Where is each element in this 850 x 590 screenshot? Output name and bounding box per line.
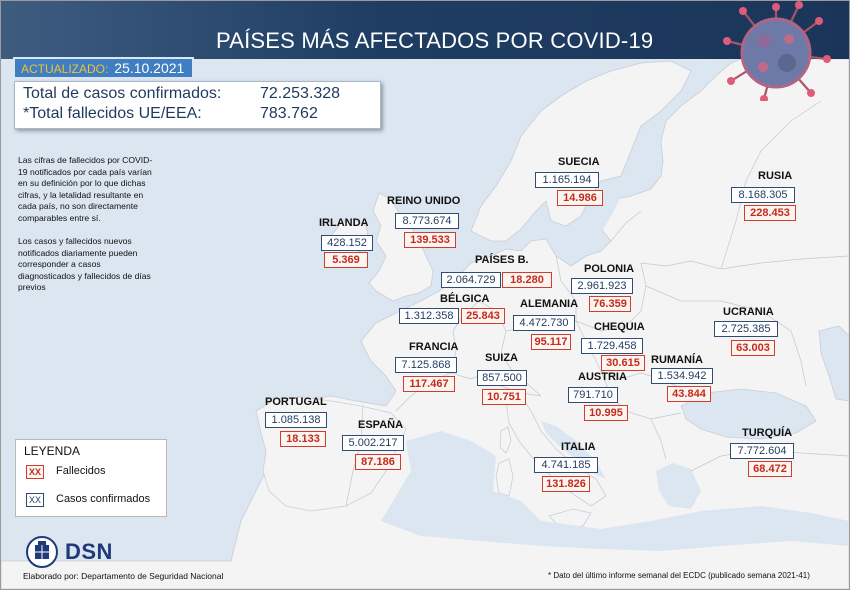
country-name-austria: AUSTRIA bbox=[578, 371, 627, 383]
cases-austria: 791.710 bbox=[568, 387, 618, 403]
country-name-turquia: TURQUÍA bbox=[742, 427, 793, 439]
cases-chequia: 1.729.458 bbox=[581, 338, 643, 354]
land-great-britain bbox=[368, 192, 434, 302]
updated-label: ACTUALIZADO: bbox=[21, 62, 109, 76]
country-name-chequia: CHEQUIA bbox=[594, 321, 645, 333]
legend-cases-label: Casos confirmados bbox=[56, 493, 151, 505]
cases-ucrania: 2.725.385 bbox=[714, 321, 778, 337]
baltic-sea bbox=[561, 186, 619, 253]
country-name-francia: FRANCIA bbox=[409, 341, 459, 353]
land-sardinia bbox=[495, 458, 514, 497]
country-name-belgica: BÉLGICA bbox=[440, 293, 490, 305]
deaths-irlanda: 5.369 bbox=[324, 252, 368, 268]
total-confirmed-value: 72.253.328 bbox=[260, 85, 341, 102]
updated-date: 25.10.2021 bbox=[114, 60, 185, 76]
dsn-emblem-icon bbox=[26, 536, 58, 568]
cases-espana: 5.002.217 bbox=[342, 435, 404, 451]
legend-deaths-swatch: XX bbox=[26, 465, 44, 479]
updated-badge: ACTUALIZADO: 25.10.2021 bbox=[15, 59, 193, 77]
country-name-irlanda: IRLANDA bbox=[319, 217, 369, 229]
total-confirmed-row: Total de casos confirmados: 72.253.328 bbox=[23, 85, 340, 103]
deaths-ucrania: 63.003 bbox=[731, 340, 775, 356]
country-name-alemania: ALEMANIA bbox=[520, 298, 579, 310]
deaths-paises-bajos: 18.280 bbox=[502, 272, 552, 288]
cases-portugal: 1.085.138 bbox=[265, 412, 327, 428]
deaths-francia: 117.467 bbox=[403, 376, 455, 392]
deaths-turquia: 68.472 bbox=[748, 461, 792, 477]
cases-rusia: 8.168.305 bbox=[731, 187, 795, 203]
land-mainland bbox=[1, 58, 849, 589]
legend-cases-swatch: XX bbox=[26, 493, 44, 507]
deaths-reino-unido: 139.533 bbox=[404, 232, 456, 248]
legend-deaths-label: Fallecidos bbox=[56, 465, 106, 477]
cases-italia: 4.741.185 bbox=[534, 457, 598, 473]
deaths-espana: 87.186 bbox=[355, 454, 401, 470]
black-sea bbox=[680, 388, 817, 440]
total-confirmed-label: Total de casos confirmados: bbox=[23, 85, 222, 102]
land-corsica bbox=[499, 426, 512, 454]
deaths-austria: 10.995 bbox=[584, 405, 628, 421]
country-name-reino-unido: REINO UNIDO bbox=[387, 195, 461, 207]
deaths-suiza: 10.751 bbox=[482, 389, 526, 405]
page-title: PAÍSES MÁS AFECTADOS POR COVID-19 bbox=[216, 28, 654, 53]
country-name-paises-bajos: PAÍSES B. bbox=[475, 254, 529, 266]
coronavirus-icon bbox=[723, 1, 831, 101]
credit-text: Elaborado por: Departamento de Seguridad… bbox=[23, 571, 224, 581]
notes: Las cifras de fallecidos por COVID-19 no… bbox=[18, 155, 158, 306]
country-name-polonia: POLONIA bbox=[584, 263, 635, 275]
total-deaths-label: *Total fallecidos UE/EEA: bbox=[23, 105, 202, 122]
cases-irlanda: 428.152 bbox=[321, 235, 373, 251]
cases-turquia: 7.772.604 bbox=[730, 443, 794, 459]
mediterranean-sea bbox=[381, 431, 849, 551]
deaths-alemania: 95.117 bbox=[531, 334, 571, 350]
deaths-italia: 131.826 bbox=[542, 476, 590, 492]
legend-title: LEYENDA bbox=[24, 444, 81, 458]
country-name-rumania: RUMANÍA bbox=[651, 354, 703, 366]
cases-suiza: 857.500 bbox=[477, 370, 527, 386]
legend: LEYENDA XX Fallecidos XX Casos confirmad… bbox=[15, 439, 167, 517]
country-name-rusia: RUSIA bbox=[758, 170, 793, 182]
country-name-italia: ITALIA bbox=[561, 441, 596, 453]
deaths-rumania: 43.844 bbox=[667, 386, 711, 402]
deaths-portugal: 18.133 bbox=[280, 431, 326, 447]
deaths-rusia: 228.453 bbox=[744, 205, 796, 221]
total-deaths-row: *Total fallecidos UE/EEA: 783.762 bbox=[23, 105, 318, 123]
cases-alemania: 4.472.730 bbox=[513, 315, 575, 331]
cases-polonia: 2.961.923 bbox=[571, 278, 633, 294]
cases-paises-bajos: 2.064.729 bbox=[441, 272, 501, 288]
cases-reino-unido: 8.773.674 bbox=[395, 213, 459, 229]
cases-suecia: 1.165.194 bbox=[535, 172, 599, 188]
caspian-sea bbox=[818, 325, 849, 402]
deaths-polonia: 76.359 bbox=[589, 296, 631, 312]
note-paragraph: Los casos y fallecidos nuevos notificado… bbox=[18, 236, 151, 292]
country-name-suiza: SUIZA bbox=[485, 352, 518, 364]
total-deaths-value: 783.762 bbox=[260, 105, 318, 122]
header-bar: PAÍSES MÁS AFECTADOS POR COVID-19 bbox=[1, 1, 849, 101]
note-paragraph: Las cifras de fallecidos por COVID-19 no… bbox=[18, 155, 153, 223]
footnote: * Dato del último informe semanal del EC… bbox=[548, 571, 810, 580]
north-sea bbox=[433, 231, 479, 271]
deaths-belgica: 25.843 bbox=[461, 308, 505, 324]
dsn-logo-text: DSN bbox=[65, 539, 113, 564]
totals-box: Total de casos confirmados: 72.253.328 *… bbox=[14, 81, 381, 129]
aegean-sea bbox=[656, 463, 701, 509]
cases-francia: 7.125.868 bbox=[395, 357, 457, 373]
country-name-espana: ESPAÑA bbox=[358, 419, 404, 431]
cases-belgica: 1.312.358 bbox=[399, 308, 459, 324]
deaths-chequia: 30.615 bbox=[601, 355, 645, 371]
land-scandinavia bbox=[470, 60, 692, 242]
country-name-ucrania: UCRANIA bbox=[723, 306, 774, 318]
country-name-portugal: PORTUGAL bbox=[265, 396, 327, 408]
deaths-suecia: 14.986 bbox=[557, 190, 603, 206]
cases-rumania: 1.534.942 bbox=[651, 368, 713, 384]
country-name-suecia: SUECIA bbox=[558, 156, 600, 168]
